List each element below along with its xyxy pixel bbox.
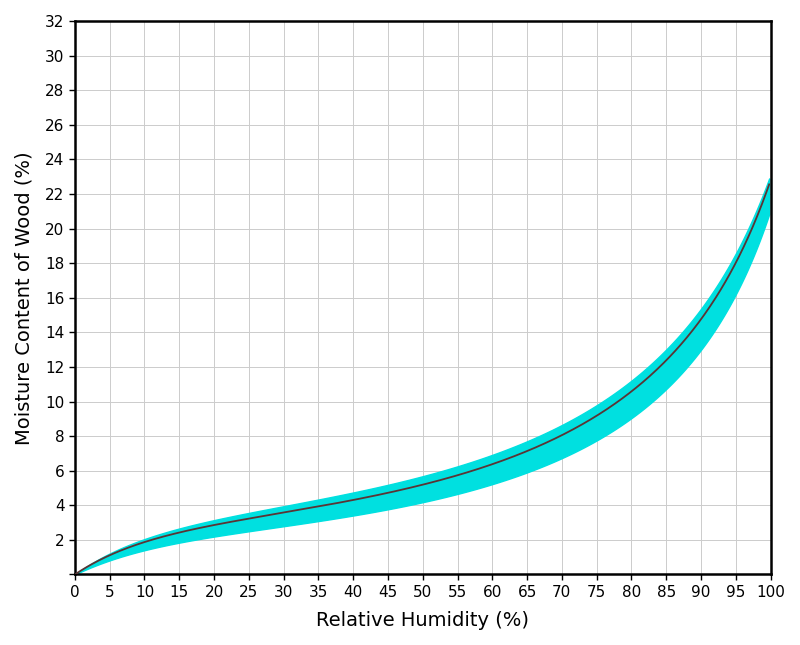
Y-axis label: Moisture Content of Wood (%): Moisture Content of Wood (%) bbox=[15, 151, 34, 444]
X-axis label: Relative Humidity (%): Relative Humidity (%) bbox=[316, 611, 530, 630]
